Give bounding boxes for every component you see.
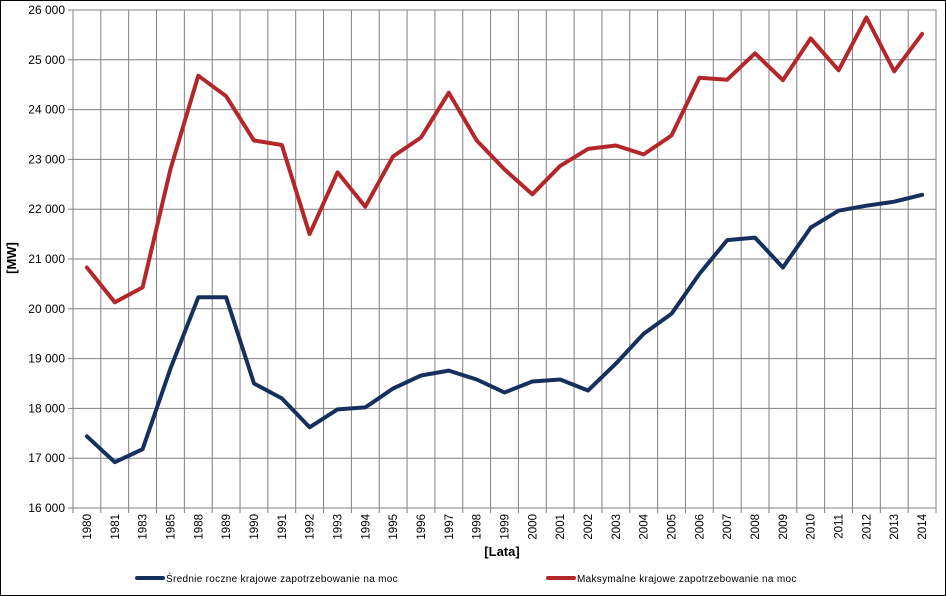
y-axis-title: [MW] (4, 242, 19, 274)
x-tick-label: 2004 (639, 513, 651, 539)
x-tick-label: 2009 (778, 514, 790, 540)
y-tick-label: 26 000 (28, 3, 65, 17)
y-axis-ticks: 16 000 17 000 18 000 19 000 20 000 21 000 22 0… (28, 3, 73, 515)
x-tick-label: 1980 (82, 514, 94, 540)
x-tick-label: 1993 (332, 514, 344, 540)
y-tick-label: 22 000 (28, 202, 65, 216)
x-tick-label: 1983 (138, 514, 150, 540)
legend-label: Maksymalne krajowe zapotrzebowanie na mo… (577, 574, 797, 585)
x-tick-label: 2003 (611, 514, 623, 540)
x-tick-label: 2010 (806, 514, 818, 540)
x-tick-label: 2005 (667, 514, 679, 540)
x-tick-label: 2008 (750, 514, 762, 540)
x-tick-label: 1990 (249, 514, 261, 540)
legend: Średnie roczne krajowe zapotrzebowanie n… (135, 572, 797, 585)
x-tick-label: 1991 (277, 514, 289, 540)
series-lines (84, 15, 925, 465)
y-tick-label: 19 000 (28, 352, 65, 366)
x-tick-label: 1999 (500, 514, 512, 540)
x-tick-label: 2011 (834, 514, 846, 539)
y-tick-label: 17 000 (28, 451, 65, 465)
x-tick-label: 2014 (917, 513, 929, 539)
y-tick-label: 18 000 (28, 401, 65, 415)
x-tick-label: 2000 (527, 514, 539, 540)
x-tick-label: 2006 (694, 514, 706, 540)
x-tick-label: 1996 (416, 514, 428, 540)
y-tick-label: 20 000 (28, 302, 65, 316)
x-tick-label: 1997 (444, 514, 456, 540)
x-tick-label: 1995 (388, 514, 400, 540)
y-tick-label: 24 000 (28, 103, 65, 117)
grid-lines (73, 9, 936, 509)
x-tick-label: 2013 (889, 514, 901, 540)
x-tick-label: 2012 (861, 514, 873, 540)
x-tick-label: 1994 (360, 513, 372, 539)
x-tick-label: 2007 (722, 514, 734, 540)
legend-label: Średnie roczne krajowe zapotrzebowanie n… (166, 572, 398, 585)
x-axis-title: [Lata] (484, 544, 519, 559)
series-line-0 (84, 192, 925, 465)
x-tick-label: 1985 (165, 514, 177, 540)
y-tick-label: 21 000 (28, 252, 65, 266)
x-tick-label: 1998 (472, 514, 484, 540)
x-tick-label: 2001 (555, 514, 567, 540)
x-tick-label: 1989 (221, 514, 233, 540)
y-tick-label: 23 000 (28, 152, 65, 166)
x-tick-label: 1992 (305, 514, 317, 540)
series-line-1 (84, 15, 925, 305)
y-tick-label: 25 000 (28, 53, 65, 67)
x-tick-label: 2002 (583, 514, 595, 540)
y-tick-label: 16 000 (28, 501, 65, 515)
x-tick-label: 1981 (110, 514, 122, 540)
x-tick-label: 1988 (193, 514, 205, 540)
x-axis-ticks: 1980 1981 1983 1985 1988 1989 1990 1991 1992 1993… (72, 508, 937, 540)
